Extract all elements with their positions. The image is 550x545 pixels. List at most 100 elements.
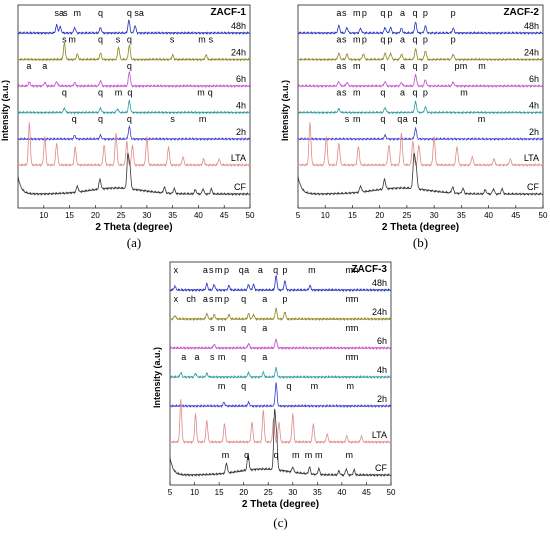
- series-line-24h: [169, 307, 392, 322]
- peak-annotation: q: [380, 88, 385, 98]
- panel-caption: (a): [127, 235, 141, 250]
- peak-annotation: m: [351, 265, 359, 275]
- plot-frame: [297, 4, 544, 209]
- peak-annotation: a: [195, 352, 200, 362]
- peak-annotation: q: [286, 381, 291, 391]
- peak-annotation: ch: [186, 294, 196, 304]
- x-tick-label: 25: [402, 211, 411, 220]
- series-line-2h: [169, 382, 391, 409]
- panel-a: 10 15 20 25 30 35 40 45 50 2 Theta (degree) Intens…: [0, 4, 255, 250]
- peak-annotation: a: [400, 88, 405, 98]
- series-label-LTA: LTA: [231, 153, 246, 163]
- peak-annotation: x: [174, 294, 179, 304]
- peak-annotation: q: [380, 114, 385, 124]
- x-tick-label: 30: [142, 211, 151, 220]
- panel-caption: (b): [413, 235, 428, 250]
- series-label-2h: 2h: [377, 394, 387, 404]
- peak-annotation: m: [198, 35, 206, 45]
- peak-annotation: s: [342, 8, 347, 18]
- x-tick-label: 40: [484, 211, 493, 220]
- x-tick-label: 35: [168, 211, 177, 220]
- peak-annotation: p: [224, 265, 229, 275]
- peak-annotation: m: [351, 323, 359, 333]
- peak-annotation: m: [346, 352, 354, 362]
- x-tick-label: 20: [239, 488, 248, 497]
- peak-annotation: p: [423, 61, 428, 71]
- peak-annotation: p: [454, 61, 459, 71]
- peak-annotation: q: [413, 8, 418, 18]
- peak-annotation: q: [413, 88, 418, 98]
- peak-annotation: a: [336, 35, 341, 45]
- panel-title: ZACF-2: [503, 7, 539, 18]
- peak-annotation: a: [336, 88, 341, 98]
- series-line-CF: [17, 152, 251, 197]
- series-line-6h: [297, 74, 544, 89]
- x-tick-label: 50: [246, 211, 255, 220]
- peak-annotation: m: [215, 294, 223, 304]
- x-tick-label: 5: [168, 488, 173, 497]
- x-tick-label: 20: [375, 211, 384, 220]
- peak-annotation: q: [241, 352, 246, 362]
- series-label-2h: 2h: [529, 127, 539, 137]
- peak-annotation: a: [336, 8, 341, 18]
- x-tick-label: 5: [296, 211, 301, 220]
- plot-frame: [17, 4, 251, 209]
- series-label-24h: 24h: [231, 48, 246, 58]
- peak-annotation: m: [353, 114, 361, 124]
- peak-annotation: m: [68, 35, 76, 45]
- x-tick-label: 25: [264, 488, 273, 497]
- peak-annotation: m: [74, 8, 82, 18]
- series-label-24h: 24h: [372, 307, 387, 317]
- x-tick-label: 40: [194, 211, 203, 220]
- series-label-CF: CF: [375, 463, 387, 473]
- peak-annotation: m: [353, 88, 361, 98]
- peak-annotation: a: [26, 61, 31, 71]
- peak-annotation: s: [342, 35, 347, 45]
- series-label-6h: 6h: [377, 336, 387, 346]
- peak-annotation: q: [413, 61, 418, 71]
- peak-annotation: q: [127, 114, 132, 124]
- peak-annotation: m: [353, 8, 361, 18]
- peak-annotation: x: [174, 265, 179, 275]
- peak-annotation: q: [239, 265, 244, 275]
- peak-annotation: a: [203, 265, 208, 275]
- peak-annotation: p: [362, 35, 367, 45]
- series-line-4h: [17, 99, 251, 115]
- peak-annotation: p: [282, 265, 287, 275]
- x-tick-label: 10: [321, 211, 330, 220]
- peak-annotation: s: [209, 265, 214, 275]
- peak-annotation: a: [400, 35, 405, 45]
- series-line-2h: [17, 124, 250, 142]
- x-tick-label: 45: [220, 211, 229, 220]
- peak-annotation: m: [115, 88, 123, 98]
- x-tick-label: 10: [39, 211, 48, 220]
- series-line-24h: [17, 42, 251, 62]
- peak-annotation: q: [127, 61, 132, 71]
- x-tick-label: 15: [65, 211, 74, 220]
- peak-annotation: m: [478, 61, 486, 71]
- peak-annotation: a: [262, 294, 267, 304]
- peak-annotation: s: [116, 35, 121, 45]
- peak-annotation: s: [170, 114, 175, 124]
- peak-annotation: a: [262, 323, 267, 333]
- panel-caption: (c): [273, 515, 287, 530]
- peak-annotation: q: [413, 35, 418, 45]
- peak-annotation: s: [345, 114, 350, 124]
- peak-annotation: a: [336, 61, 341, 71]
- peak-annotation: m: [215, 265, 223, 275]
- x-tick-label: 30: [288, 488, 297, 497]
- peak-annotation: a: [181, 352, 186, 362]
- series-line-48h: [169, 274, 392, 293]
- series-line-CF: [169, 408, 392, 478]
- peak-annotation: m: [346, 294, 354, 304]
- series-label-48h: 48h: [372, 278, 387, 288]
- series-line-48h: [297, 21, 544, 36]
- peak-annotation: p: [224, 294, 229, 304]
- series-line-LTA: [297, 122, 544, 168]
- series-line-4h: [297, 100, 544, 115]
- peak-annotation: sa: [134, 8, 144, 18]
- series-label-4h: 4h: [529, 101, 539, 111]
- peak-annotation: q: [208, 88, 213, 98]
- peak-annotation: m: [353, 61, 361, 71]
- peak-annotation: m: [292, 450, 300, 460]
